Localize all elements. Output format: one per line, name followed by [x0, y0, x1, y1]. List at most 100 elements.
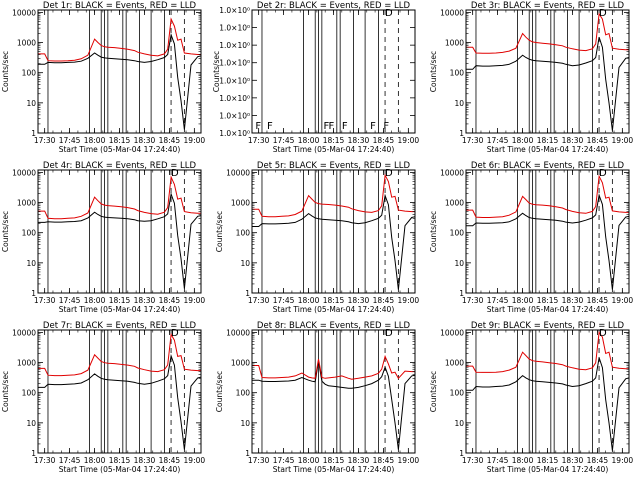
x-tick-label: 17:45 [487, 456, 509, 465]
x-tick-label: 18:00 [512, 456, 534, 465]
lld-series-line [466, 12, 629, 54]
y-tick-label: 1.0×10⁰ [219, 111, 250, 120]
y-tick-label: 100 [22, 229, 37, 238]
y-axis-label: Counts/sec [1, 51, 10, 92]
y-tick-label: 10000 [226, 168, 250, 177]
annotation-f: F [255, 121, 261, 132]
x-tick-label: 18:15 [109, 456, 131, 465]
panel-title: Det 2r: BLACK = Events, RED = LLD [257, 1, 411, 11]
x-axis-label: Start Time (05-Mar-04 17:24:40) [487, 145, 609, 154]
panel-title: Det 1r: BLACK = Events, RED = LLD [43, 1, 197, 11]
x-tick-label: 18:15 [537, 456, 559, 465]
events-series-line [38, 354, 202, 450]
lld-series-line [38, 17, 201, 62]
x-axis-label: Start Time (05-Mar-04 17:24:40) [487, 305, 609, 314]
lld-series-line [252, 173, 415, 218]
x-tick-label: 18:45 [159, 296, 181, 305]
x-tick-label: 17:45 [487, 296, 509, 305]
x-tick-label: 19:00 [184, 136, 206, 145]
x-tick-label: 17:30 [248, 456, 270, 465]
y-tick-label: 10 [454, 259, 464, 268]
x-tick-label: 19:00 [398, 456, 420, 465]
panel-title: Det 8r: BLACK = Events, RED = LLD [257, 321, 411, 331]
y-axis-label: Counts/sec [429, 371, 438, 412]
y-tick-label: 1.0×10⁰ [219, 24, 250, 33]
y-tick-label: 1.0×10⁰ [219, 59, 250, 68]
x-tick-label: 18:15 [537, 136, 559, 145]
y-tick-label: 100 [450, 69, 465, 78]
annotation-d: D [385, 8, 393, 19]
y-tick-label: 1 [245, 449, 250, 458]
x-tick-label: 18:00 [298, 456, 320, 465]
x-tick-label: 17:45 [487, 136, 509, 145]
x-tick-label: 17:30 [462, 296, 484, 305]
y-tick-label: 1.0×10⁰ [219, 94, 250, 103]
y-tick-label: 100 [22, 69, 37, 78]
annotation-d: D [385, 328, 393, 339]
x-axis-label: Start Time (05-Mar-04 17:24:40) [59, 465, 181, 474]
x-axis-label: Start Time (05-Mar-04 17:24:40) [59, 145, 181, 154]
x-tick-label: 19:00 [612, 136, 634, 145]
y-tick-label: 10000 [12, 8, 36, 17]
lld-series-line [466, 174, 629, 218]
y-tick-label: 10000 [226, 328, 250, 337]
x-axis-label: Start Time (05-Mar-04 17:24:40) [59, 305, 181, 314]
x-tick-label: 18:45 [373, 136, 395, 145]
x-tick-label: 17:30 [34, 456, 56, 465]
events-series-line [252, 193, 416, 290]
x-tick-label: 18:00 [84, 296, 106, 305]
y-tick-label: 1 [459, 129, 464, 138]
y-tick-label: 1.0×10⁰ [219, 76, 250, 85]
x-tick-label: 18:15 [109, 136, 131, 145]
y-tick-label: 1 [459, 289, 464, 298]
y-tick-label: 10 [26, 419, 36, 428]
x-tick-label: 17:45 [59, 136, 81, 145]
x-tick-label: 18:30 [348, 296, 370, 305]
x-tick-label: 18:45 [373, 296, 395, 305]
y-tick-label: 1000 [17, 199, 36, 208]
annotation-f: F [342, 121, 348, 132]
y-tick-label: 10 [454, 419, 464, 428]
x-tick-label: 17:45 [273, 456, 295, 465]
x-tick-label: 17:30 [34, 136, 56, 145]
y-tick-label: 10 [240, 419, 250, 428]
x-tick-label: 17:30 [248, 296, 270, 305]
y-tick-label: 1000 [445, 39, 464, 48]
plot-frame [37, 9, 202, 134]
panel-title: Det 5r: BLACK = Events, RED = LLD [257, 161, 411, 171]
annotation-d: D [385, 168, 393, 179]
annotation-d: D [171, 168, 179, 179]
y-tick-label: 100 [450, 229, 465, 238]
panel-title: Det 4r: BLACK = Events, RED = LLD [43, 161, 197, 171]
y-tick-label: 1.0×10⁰ [219, 6, 250, 15]
x-axis-label: Start Time (05-Mar-04 17:24:40) [487, 465, 609, 474]
lld-series-line [466, 331, 629, 373]
x-tick-label: 18:30 [562, 456, 584, 465]
x-tick-label: 18:45 [587, 136, 609, 145]
lld-series-line [38, 332, 201, 377]
annotation-d: D [599, 328, 607, 339]
x-tick-label: 18:15 [323, 296, 345, 305]
plot-frame [251, 169, 416, 294]
panel-title: Det 9r: BLACK = Events, RED = LLD [471, 321, 625, 331]
y-tick-label: 1000 [17, 39, 36, 48]
x-tick-label: 17:45 [59, 456, 81, 465]
x-tick-label: 18:30 [562, 136, 584, 145]
y-tick-label: 1 [245, 289, 250, 298]
x-tick-label: 17:30 [462, 456, 484, 465]
x-tick-label: 18:15 [109, 296, 131, 305]
x-tick-label: 19:00 [612, 456, 634, 465]
y-tick-label: 100 [450, 389, 465, 398]
x-axis-label: Start Time (05-Mar-04 17:24:40) [273, 465, 395, 474]
y-axis-label: Counts/sec [429, 51, 438, 92]
annotation-f: F [329, 121, 335, 132]
y-tick-label: 1000 [445, 199, 464, 208]
y-tick-label: 1000 [17, 359, 36, 368]
x-tick-label: 18:15 [537, 296, 559, 305]
